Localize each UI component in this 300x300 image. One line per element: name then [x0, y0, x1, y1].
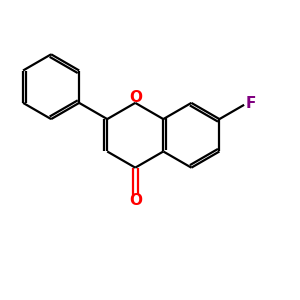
Text: O: O — [129, 193, 142, 208]
Text: O: O — [129, 90, 142, 105]
Text: F: F — [245, 96, 256, 111]
